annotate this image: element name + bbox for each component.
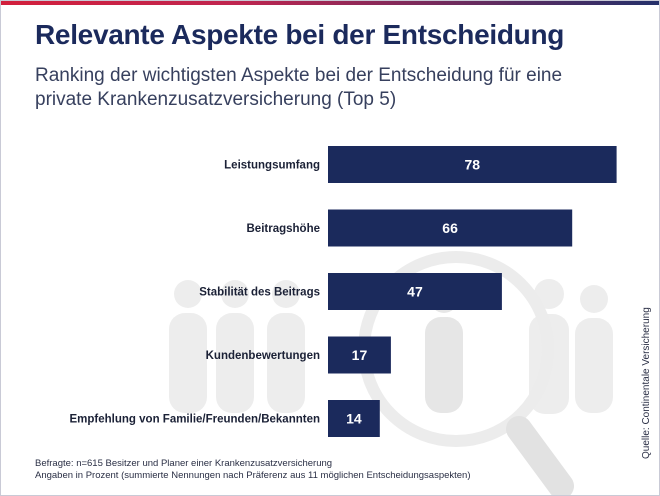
- bar-value-label: 66: [442, 220, 458, 236]
- bar: [328, 209, 573, 247]
- bar-value-label: 17: [352, 347, 368, 363]
- bar-value-label: 47: [407, 284, 423, 300]
- footnote-line-units: Angaben in Prozent (summierte Nennungen …: [35, 469, 471, 481]
- bar-value-label: 78: [465, 157, 481, 173]
- bar: [328, 146, 617, 183]
- category-label: Leistungsumfang: [224, 160, 320, 172]
- category-label: Empfehlung von Familie/Freunden/Bekannte…: [70, 414, 320, 426]
- footnote-line-respondents: Befragte: n=615 Besitzer und Planer eine…: [35, 458, 333, 469]
- footnote: Befragte: n=615 Besitzer und Planer eine…: [35, 458, 471, 481]
- bar: [328, 273, 502, 310]
- category-label: Beitragshöhe: [247, 223, 321, 235]
- category-label: Kundenbewertungen: [206, 350, 320, 362]
- source-label: Quelle: Continentale Versicherung: [641, 307, 652, 459]
- bar: [328, 336, 391, 374]
- category-label: Stabilität des Beitrags: [199, 287, 320, 299]
- bar-value-label: 14: [346, 411, 362, 427]
- chart-subtitle: Ranking der wichtigsten Aspekte bei der …: [35, 65, 563, 110]
- chart-title: Relevante Aspekte bei der Entscheidung: [35, 19, 565, 50]
- bar: [328, 400, 380, 437]
